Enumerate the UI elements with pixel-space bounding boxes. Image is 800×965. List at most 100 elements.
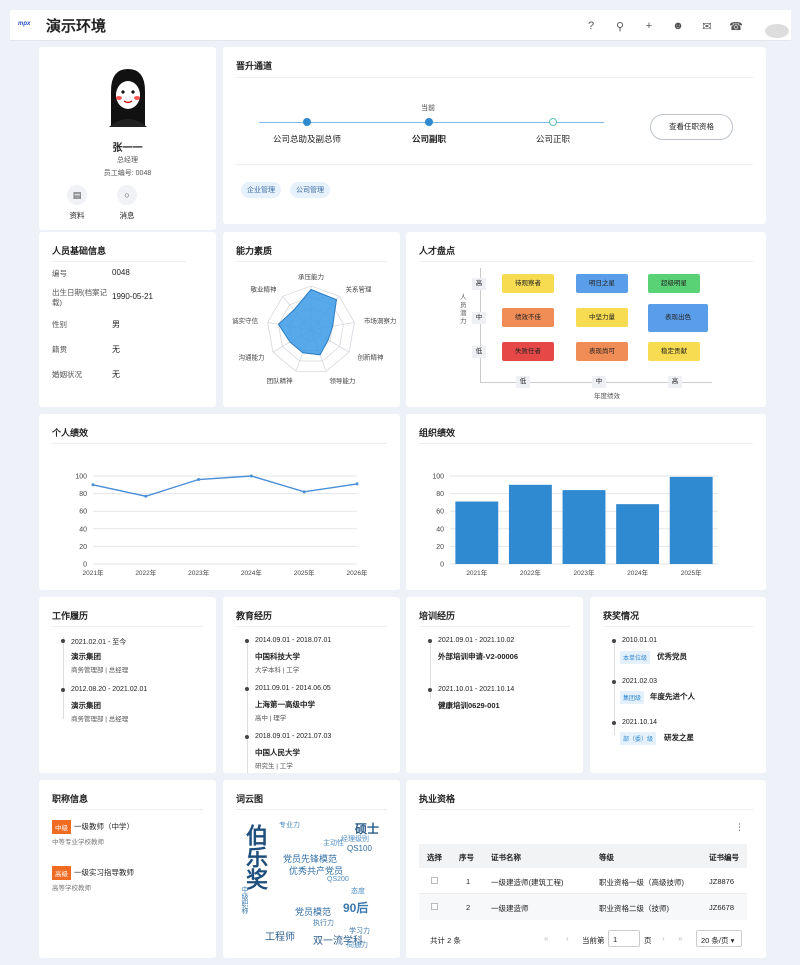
award-date: 2010.01.01 — [622, 637, 658, 644]
plus-icon[interactable]: + — [645, 20, 653, 32]
view-qualification-button[interactable]: 查看任职资格 — [650, 114, 733, 140]
page-size-select[interactable]: 20 条/页 ▾ — [696, 930, 742, 947]
training-name: 外部培训申请-V2-00006 — [438, 652, 519, 661]
cell-no: 2 — [466, 903, 471, 912]
prev-page-icon[interactable]: ‹ — [566, 934, 569, 943]
talent-cell[interactable]: 超级明星 — [648, 274, 700, 293]
table-row[interactable]: 2 一级建造师 职业资格二级（技师) JZ6678 — [419, 894, 747, 920]
table-row[interactable]: 1 一级建造师(建筑工程) 职业资格一级（高级技师) JZ8876 — [419, 868, 747, 894]
y-tick-label: 80 — [79, 491, 87, 498]
radar-ring — [278, 296, 344, 362]
timeline-dot — [245, 735, 249, 739]
card-title: 人才盘点 — [419, 246, 456, 256]
first-page-icon[interactable]: « — [544, 934, 549, 943]
pager-total: 共计 2 条 — [430, 936, 461, 945]
talent-cell[interactable]: 中坚力量 — [576, 308, 628, 327]
mail-icon[interactable]: ✉ — [702, 20, 712, 33]
timeline-dot — [245, 687, 249, 691]
work-org: 演示集团 — [71, 701, 101, 710]
skill-tag: 企业管理 — [241, 182, 281, 198]
timeline-line — [430, 639, 431, 699]
y-tick-label: 40 — [436, 526, 444, 533]
avatar — [105, 67, 151, 127]
cloud-word: 优秀共产党员 — [289, 866, 344, 876]
license-card: 执业资格 ⋮ 选择 序号 证书名称 等级 证书编号 1 一级建造师(建筑工程) … — [406, 780, 766, 958]
profile-docs-button[interactable]: ▤ 资料 — [66, 185, 88, 221]
cell-code: JZ8876 — [709, 877, 735, 886]
step-dot-current — [425, 118, 433, 126]
edu-school: 中国人民大学 — [255, 748, 300, 757]
page-unit: 页 — [644, 936, 652, 945]
card-title: 培训经历 — [419, 611, 456, 621]
card-title: 执业资格 — [419, 794, 456, 804]
timeline-dot — [428, 688, 432, 692]
org-performance-card: 组织绩效 0 20 40 60 80 100 2021年 2022年 2023年 2024年 202… — [406, 414, 766, 590]
app-title: 演示环境 — [46, 17, 107, 35]
radar-axis-label: 关系管理 — [346, 284, 373, 293]
radar-axis-label: 创新精神 — [357, 352, 383, 361]
training-card: 培训经历 2021.09.01 - 2021.10.02 外部培训申请-V2-0… — [406, 597, 583, 773]
x-tick-label: 2021年 — [466, 568, 487, 577]
next-page-icon[interactable]: › — [662, 934, 665, 943]
award-name: 年度先进个人 — [650, 692, 695, 701]
data-point — [197, 478, 201, 482]
timeline-line — [614, 639, 615, 735]
step-dot — [303, 118, 311, 126]
award-badge: 部（委）级 — [620, 732, 657, 745]
cell-level: 职业资格二级（技师) — [599, 904, 669, 913]
talent-cell[interactable]: 表现尚可 — [576, 342, 628, 361]
help-icon[interactable]: ? — [587, 20, 595, 32]
x-tick-label: 2025年 — [294, 568, 315, 577]
column-header: 证书编号 — [709, 853, 739, 862]
profile-position: 总经理 — [117, 157, 138, 164]
headset-icon[interactable]: ☎ — [729, 20, 743, 33]
user-avatar[interactable] — [765, 24, 789, 38]
profile-message-button[interactable]: ○ 消息 — [116, 185, 138, 221]
bar — [455, 501, 499, 564]
cloud-word: 中级职称 — [241, 886, 248, 914]
bar — [669, 476, 713, 564]
talent-card: 人才盘点 人员潜力 高 中 低 低 中 高 年度绩效 待观察者 明日之星 超级明星绩… — [406, 232, 766, 407]
users-icon[interactable]: ☻ — [672, 20, 684, 32]
y-axis-title: 人员潜力 — [460, 294, 467, 325]
column-header: 序号 — [459, 853, 474, 862]
title-name: 一级教师（中学） — [74, 822, 134, 831]
more-icon[interactable]: ⋮ — [735, 822, 744, 832]
talent-cell[interactable]: 待观察者 — [502, 274, 554, 293]
y-tick-label: 20 — [436, 544, 444, 551]
edu-detail: 高中 | 理学 — [255, 715, 287, 722]
award-name: 研发之星 — [664, 733, 694, 742]
search-icon[interactable]: ⚲ — [615, 20, 625, 33]
cell-name: 一级建造师 — [491, 904, 529, 913]
row-checkbox[interactable] — [431, 877, 438, 884]
row-checkbox[interactable] — [431, 903, 438, 910]
cloud-word: 向通力 — [347, 942, 368, 949]
x-tick-label: 2024年 — [627, 568, 648, 577]
talent-cell[interactable]: 稳定贡献 — [648, 342, 700, 361]
title-level-badge: 高级 — [52, 866, 71, 880]
card-title: 人员基础信息 — [52, 246, 107, 256]
profile-name: 张一一 — [112, 143, 143, 154]
cloud-word: 学习力 — [349, 928, 370, 935]
page-input[interactable]: 1 — [608, 930, 640, 947]
x-tick-label: 2025年 — [681, 568, 702, 577]
talent-cell[interactable]: 绩效不佳 — [502, 308, 554, 327]
cloud-word: QS100 — [347, 844, 372, 853]
radar-area — [277, 288, 338, 356]
last-page-icon[interactable]: » — [678, 934, 683, 943]
x-level: 低 — [516, 376, 530, 388]
cloud-word: 执行力 — [313, 920, 334, 927]
x-level: 高 — [668, 376, 682, 388]
radar-axis-label: 敬业精神 — [250, 284, 276, 293]
talent-cell[interactable]: 明日之星 — [576, 274, 628, 293]
x-tick-label: 2023年 — [574, 568, 595, 577]
talent-cell[interactable]: 失败任者 — [502, 342, 554, 361]
x-tick-label: 2022年 — [520, 568, 541, 577]
chat-icon: ○ — [117, 185, 137, 205]
talent-cell[interactable]: 表现出色 — [648, 304, 708, 332]
step-label: 公司正职 — [535, 134, 570, 144]
card-title: 职称信息 — [52, 794, 89, 804]
award-name: 优秀党员 — [657, 652, 687, 661]
education-card: 教育经历 2014.09.01 - 2018.07.01 中国科技大学 大学本科… — [223, 597, 400, 773]
bar — [508, 484, 552, 564]
